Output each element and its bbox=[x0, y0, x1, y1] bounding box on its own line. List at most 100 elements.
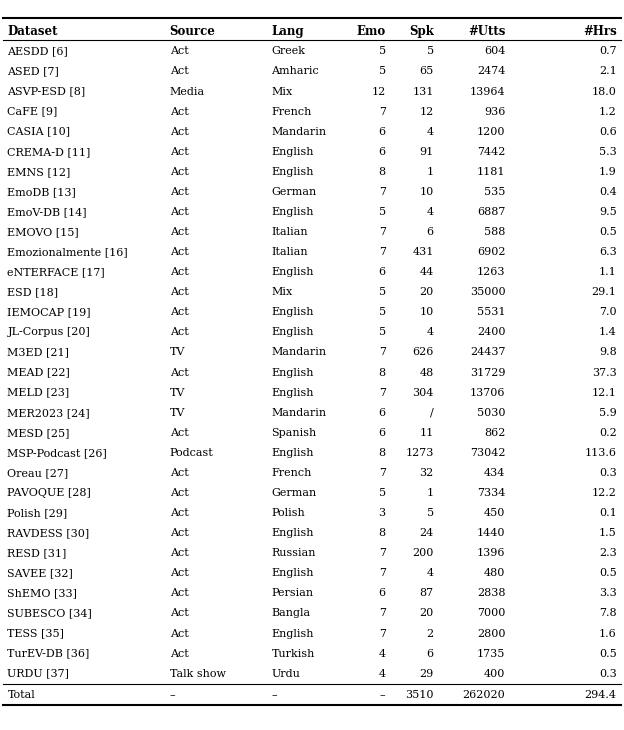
Text: Russian: Russian bbox=[271, 548, 316, 558]
Text: ASVP-ESD [8]: ASVP-ESD [8] bbox=[7, 87, 85, 96]
Text: CREMA-D [11]: CREMA-D [11] bbox=[7, 147, 91, 157]
Text: Polish: Polish bbox=[271, 508, 305, 518]
Text: 6: 6 bbox=[379, 428, 386, 438]
Text: Act: Act bbox=[170, 609, 188, 618]
Text: 7: 7 bbox=[379, 227, 386, 237]
Text: CASIA [10]: CASIA [10] bbox=[7, 127, 71, 137]
Text: English: English bbox=[271, 307, 314, 318]
Text: JL-Corpus [20]: JL-Corpus [20] bbox=[7, 328, 90, 337]
Text: 1263: 1263 bbox=[477, 267, 505, 277]
Text: 5.3: 5.3 bbox=[599, 147, 617, 157]
Text: 1: 1 bbox=[427, 488, 434, 498]
Text: Talk show: Talk show bbox=[170, 669, 226, 679]
Text: 2.3: 2.3 bbox=[599, 548, 617, 558]
Text: Spanish: Spanish bbox=[271, 428, 317, 438]
Text: 2400: 2400 bbox=[477, 328, 505, 337]
Text: 7: 7 bbox=[379, 347, 386, 358]
Text: MER2023 [24]: MER2023 [24] bbox=[7, 408, 90, 418]
Text: Greek: Greek bbox=[271, 47, 305, 56]
Text: Media: Media bbox=[170, 87, 205, 96]
Text: 0.3: 0.3 bbox=[599, 669, 617, 679]
Text: 44: 44 bbox=[419, 267, 434, 277]
Text: 6: 6 bbox=[379, 147, 386, 157]
Text: 32: 32 bbox=[419, 468, 434, 478]
Text: eNTERFACE [17]: eNTERFACE [17] bbox=[7, 267, 105, 277]
Text: TV: TV bbox=[170, 408, 185, 418]
Text: MELD [23]: MELD [23] bbox=[7, 388, 70, 398]
Text: 5: 5 bbox=[379, 207, 386, 217]
Text: ESD [18]: ESD [18] bbox=[7, 288, 59, 297]
Text: Bangla: Bangla bbox=[271, 609, 311, 618]
Text: Act: Act bbox=[170, 66, 188, 77]
Text: EmoDB [13]: EmoDB [13] bbox=[7, 187, 76, 197]
Text: 7.8: 7.8 bbox=[599, 609, 617, 618]
Text: 9.5: 9.5 bbox=[599, 207, 617, 217]
Text: 8: 8 bbox=[379, 167, 386, 177]
Text: Emo: Emo bbox=[356, 25, 386, 38]
Text: 1440: 1440 bbox=[477, 529, 505, 538]
Text: SUBESCO [34]: SUBESCO [34] bbox=[7, 609, 92, 618]
Text: 29: 29 bbox=[419, 669, 434, 679]
Text: 4: 4 bbox=[427, 207, 434, 217]
Text: 20: 20 bbox=[419, 609, 434, 618]
Text: 294.4: 294.4 bbox=[585, 691, 617, 700]
Text: French: French bbox=[271, 107, 312, 117]
Text: Act: Act bbox=[170, 127, 188, 137]
Text: 7: 7 bbox=[379, 187, 386, 197]
Text: 262020: 262020 bbox=[462, 691, 505, 700]
Text: Source: Source bbox=[170, 25, 216, 38]
Text: 5.9: 5.9 bbox=[599, 408, 617, 418]
Text: 9.8: 9.8 bbox=[599, 347, 617, 358]
Text: Turkish: Turkish bbox=[271, 649, 315, 658]
Text: 5: 5 bbox=[379, 47, 386, 56]
Text: 13964: 13964 bbox=[470, 87, 505, 96]
Text: Podcast: Podcast bbox=[170, 448, 213, 458]
Text: RESD [31]: RESD [31] bbox=[7, 548, 67, 558]
Text: 7: 7 bbox=[379, 629, 386, 639]
Text: Act: Act bbox=[170, 548, 188, 558]
Text: 1.1: 1.1 bbox=[599, 267, 617, 277]
Text: TurEV-DB [36]: TurEV-DB [36] bbox=[7, 649, 90, 658]
Text: 1200: 1200 bbox=[477, 127, 505, 137]
Text: 1: 1 bbox=[427, 167, 434, 177]
Text: 12: 12 bbox=[371, 87, 386, 96]
Text: Act: Act bbox=[170, 167, 188, 177]
Text: English: English bbox=[271, 147, 314, 157]
Text: ASED [7]: ASED [7] bbox=[7, 66, 59, 77]
Text: 200: 200 bbox=[412, 548, 434, 558]
Text: 10: 10 bbox=[419, 307, 434, 318]
Text: 304: 304 bbox=[412, 388, 434, 398]
Text: 5: 5 bbox=[379, 288, 386, 297]
Text: 4: 4 bbox=[427, 127, 434, 137]
Text: 0.5: 0.5 bbox=[599, 569, 617, 578]
Text: Act: Act bbox=[170, 267, 188, 277]
Text: 24: 24 bbox=[419, 529, 434, 538]
Text: Act: Act bbox=[170, 107, 188, 117]
Text: Italian: Italian bbox=[271, 247, 308, 257]
Text: M3ED [21]: M3ED [21] bbox=[7, 347, 69, 358]
Text: Act: Act bbox=[170, 588, 188, 599]
Text: 5: 5 bbox=[379, 307, 386, 318]
Text: 6.3: 6.3 bbox=[599, 247, 617, 257]
Text: 6: 6 bbox=[379, 408, 386, 418]
Text: Act: Act bbox=[170, 247, 188, 257]
Text: #Utts: #Utts bbox=[468, 25, 505, 38]
Text: 1.9: 1.9 bbox=[599, 167, 617, 177]
Text: Act: Act bbox=[170, 629, 188, 639]
Text: English: English bbox=[271, 267, 314, 277]
Text: 91: 91 bbox=[419, 147, 434, 157]
Text: 1273: 1273 bbox=[406, 448, 434, 458]
Text: #Hrs: #Hrs bbox=[583, 25, 617, 38]
Text: 2800: 2800 bbox=[477, 629, 505, 639]
Text: 0.5: 0.5 bbox=[599, 227, 617, 237]
Text: Act: Act bbox=[170, 307, 188, 318]
Text: 7: 7 bbox=[379, 388, 386, 398]
Text: TESS [35]: TESS [35] bbox=[7, 629, 64, 639]
Text: 936: 936 bbox=[484, 107, 505, 117]
Text: 6: 6 bbox=[379, 588, 386, 599]
Text: Act: Act bbox=[170, 288, 188, 297]
Text: Act: Act bbox=[170, 468, 188, 478]
Text: 862: 862 bbox=[484, 428, 505, 438]
Text: Mandarin: Mandarin bbox=[271, 347, 326, 358]
Text: URDU [37]: URDU [37] bbox=[7, 669, 69, 679]
